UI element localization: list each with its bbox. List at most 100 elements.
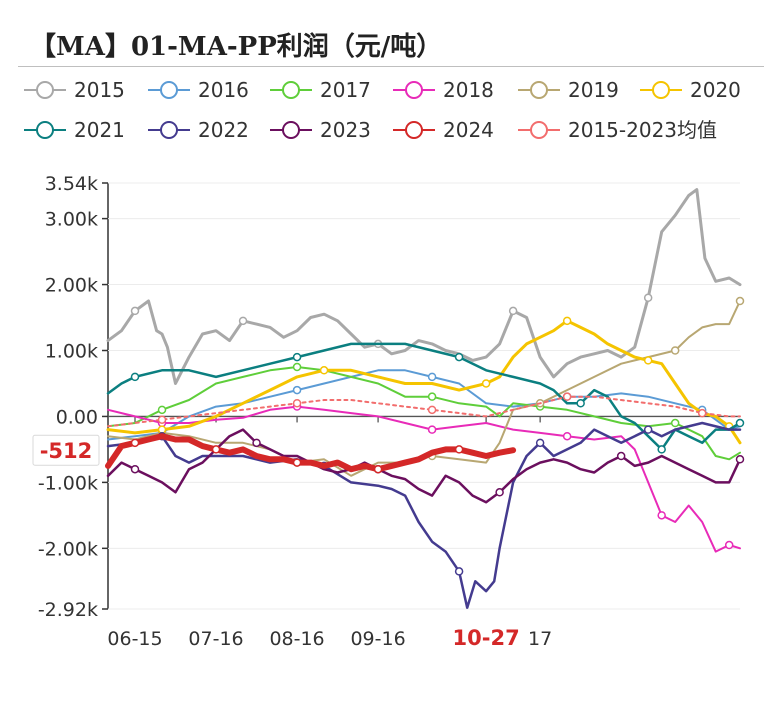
current-value-badge xyxy=(32,434,100,466)
plot-area xyxy=(105,188,745,609)
legend-label: 2019 xyxy=(568,78,619,102)
series-marker-2017 xyxy=(670,418,680,428)
legend-item-2022[interactable]: 2022 xyxy=(148,118,249,142)
legend-label: 2018 xyxy=(443,78,494,102)
legend-item-2020[interactable]: 2020 xyxy=(640,78,741,102)
series-marker-2015 xyxy=(643,293,653,302)
y-tick-label: -1.00k xyxy=(38,472,98,494)
series-marker-2022 xyxy=(643,425,653,434)
y-tick-label: 1.00k xyxy=(45,340,98,362)
x-tick-label: 06-15 xyxy=(107,628,162,650)
legend-swatch-marker xyxy=(652,81,670,99)
x-tick-label-current: 10-27 xyxy=(453,626,520,650)
legend-swatch-marker xyxy=(36,81,54,99)
series-marker-2023 xyxy=(735,455,745,464)
series-marker-2017 xyxy=(427,392,437,401)
series-marker-2015-2023均值 xyxy=(157,415,167,424)
legend-label: 2015 xyxy=(74,78,125,102)
series-marker-2016 xyxy=(427,372,437,382)
legend-item-2017[interactable]: 2017 xyxy=(270,78,371,102)
series-marker-2021 xyxy=(735,418,745,428)
legend-label: 2015-2023均值 xyxy=(568,118,717,142)
y-tick-label: 2.00k xyxy=(45,275,98,297)
series-marker-2020 xyxy=(319,366,329,375)
series-line-2018 xyxy=(107,405,741,553)
series-marker-2015 xyxy=(130,306,140,316)
current-value-label: -512 xyxy=(40,439,93,463)
y-tick-label: -2.92k xyxy=(38,599,98,621)
series-marker-2015-2023均值 xyxy=(562,392,572,401)
series-marker-2023 xyxy=(495,488,504,497)
legend-swatch-marker xyxy=(405,121,423,139)
series-line-2019 xyxy=(107,300,741,477)
legend-item-2015[interactable]: 2015 xyxy=(24,78,125,102)
chart-overlay: -512 xyxy=(32,434,100,466)
legend-swatch-marker xyxy=(282,81,300,99)
y-tick-label: -2.00k xyxy=(38,538,98,560)
series-marker-2020 xyxy=(562,316,572,326)
series-marker-2019 xyxy=(670,346,680,355)
legend-item-2015-2023均值[interactable]: 2015-2023均值 xyxy=(518,118,717,142)
legend-label: 2021 xyxy=(74,118,125,142)
series-marker-2024 xyxy=(130,438,140,448)
legend-swatch-marker xyxy=(160,81,178,99)
x-tick-label: 17 xyxy=(528,628,552,650)
series-line-2021 xyxy=(106,342,742,451)
x-tick-label: 08-16 xyxy=(269,628,324,650)
series-marker-2018 xyxy=(427,425,437,434)
legend-item-2018[interactable]: 2018 xyxy=(393,78,494,102)
chart-title: 【MA】01-MA-PP利润（元/吨） xyxy=(30,32,443,62)
y-tick-label: 0.00 xyxy=(56,406,98,428)
series-line-2022 xyxy=(106,421,742,609)
series-marker-2016 xyxy=(292,385,302,395)
series-marker-2018 xyxy=(724,540,734,550)
series-marker-2020 xyxy=(643,356,653,365)
series-line-2015-2023均值 xyxy=(107,395,741,428)
series-marker-2017 xyxy=(292,362,302,372)
series-marker-2021 xyxy=(292,352,302,362)
series-line-2017 xyxy=(107,366,741,461)
legend-swatch-marker xyxy=(160,121,178,139)
chart-axes: 3.54k 3.00k 2.00k 1.00k 0.00 -1.00k -2.00k -2.9… xyxy=(38,173,740,650)
y-tick-label: 3.00k xyxy=(45,209,98,231)
legend-swatch-marker xyxy=(36,121,54,139)
series-marker-2019 xyxy=(735,296,745,306)
legend-label: 2016 xyxy=(198,78,249,102)
series-marker-2018 xyxy=(657,511,666,520)
legend-swatch-marker xyxy=(530,121,548,139)
legend-item-2024[interactable]: 2024 xyxy=(393,118,494,142)
series-marker-2015-2023均值 xyxy=(427,405,437,415)
y-tick-label: 3.54k xyxy=(45,173,98,195)
series-marker-2024 xyxy=(454,445,464,454)
legend-item-2019[interactable]: 2019 xyxy=(518,78,619,102)
series-marker-2023 xyxy=(130,464,140,474)
legend-label: 2020 xyxy=(690,78,741,102)
series-line-2015 xyxy=(106,188,742,385)
series-marker-2021 xyxy=(454,352,464,362)
legend-label: 2022 xyxy=(198,118,249,142)
series-line-2024 xyxy=(105,433,517,473)
legend-label: 2024 xyxy=(443,118,494,142)
series-marker-2015 xyxy=(508,306,518,316)
series-marker-2015-2023均值 xyxy=(292,399,302,408)
series-marker-2021 xyxy=(657,445,666,454)
legend-label: 2017 xyxy=(320,78,371,102)
series-line-2020 xyxy=(106,319,742,445)
chart-legend[interactable]: 2015 2016 2017 2018 2019 2020 2021 2022 2023 2024… xyxy=(24,78,741,142)
legend-swatch-marker xyxy=(405,81,423,99)
legend-label: 2023 xyxy=(320,118,371,142)
x-tick-label: 07-16 xyxy=(188,628,243,650)
legend-item-2023[interactable]: 2023 xyxy=(270,118,371,142)
x-tick-label: 09-16 xyxy=(350,628,405,650)
series-marker-2024 xyxy=(292,458,302,467)
legend-item-2016[interactable]: 2016 xyxy=(148,78,249,102)
series-marker-2017 xyxy=(157,405,167,415)
title-divider xyxy=(18,66,764,67)
series-marker-2021 xyxy=(576,399,585,408)
series-marker-2022 xyxy=(454,567,464,576)
series-marker-2018 xyxy=(562,431,572,441)
legend-item-2021[interactable]: 2021 xyxy=(24,118,125,142)
series-marker-2024 xyxy=(373,464,383,474)
legend-swatch-marker xyxy=(530,81,548,99)
